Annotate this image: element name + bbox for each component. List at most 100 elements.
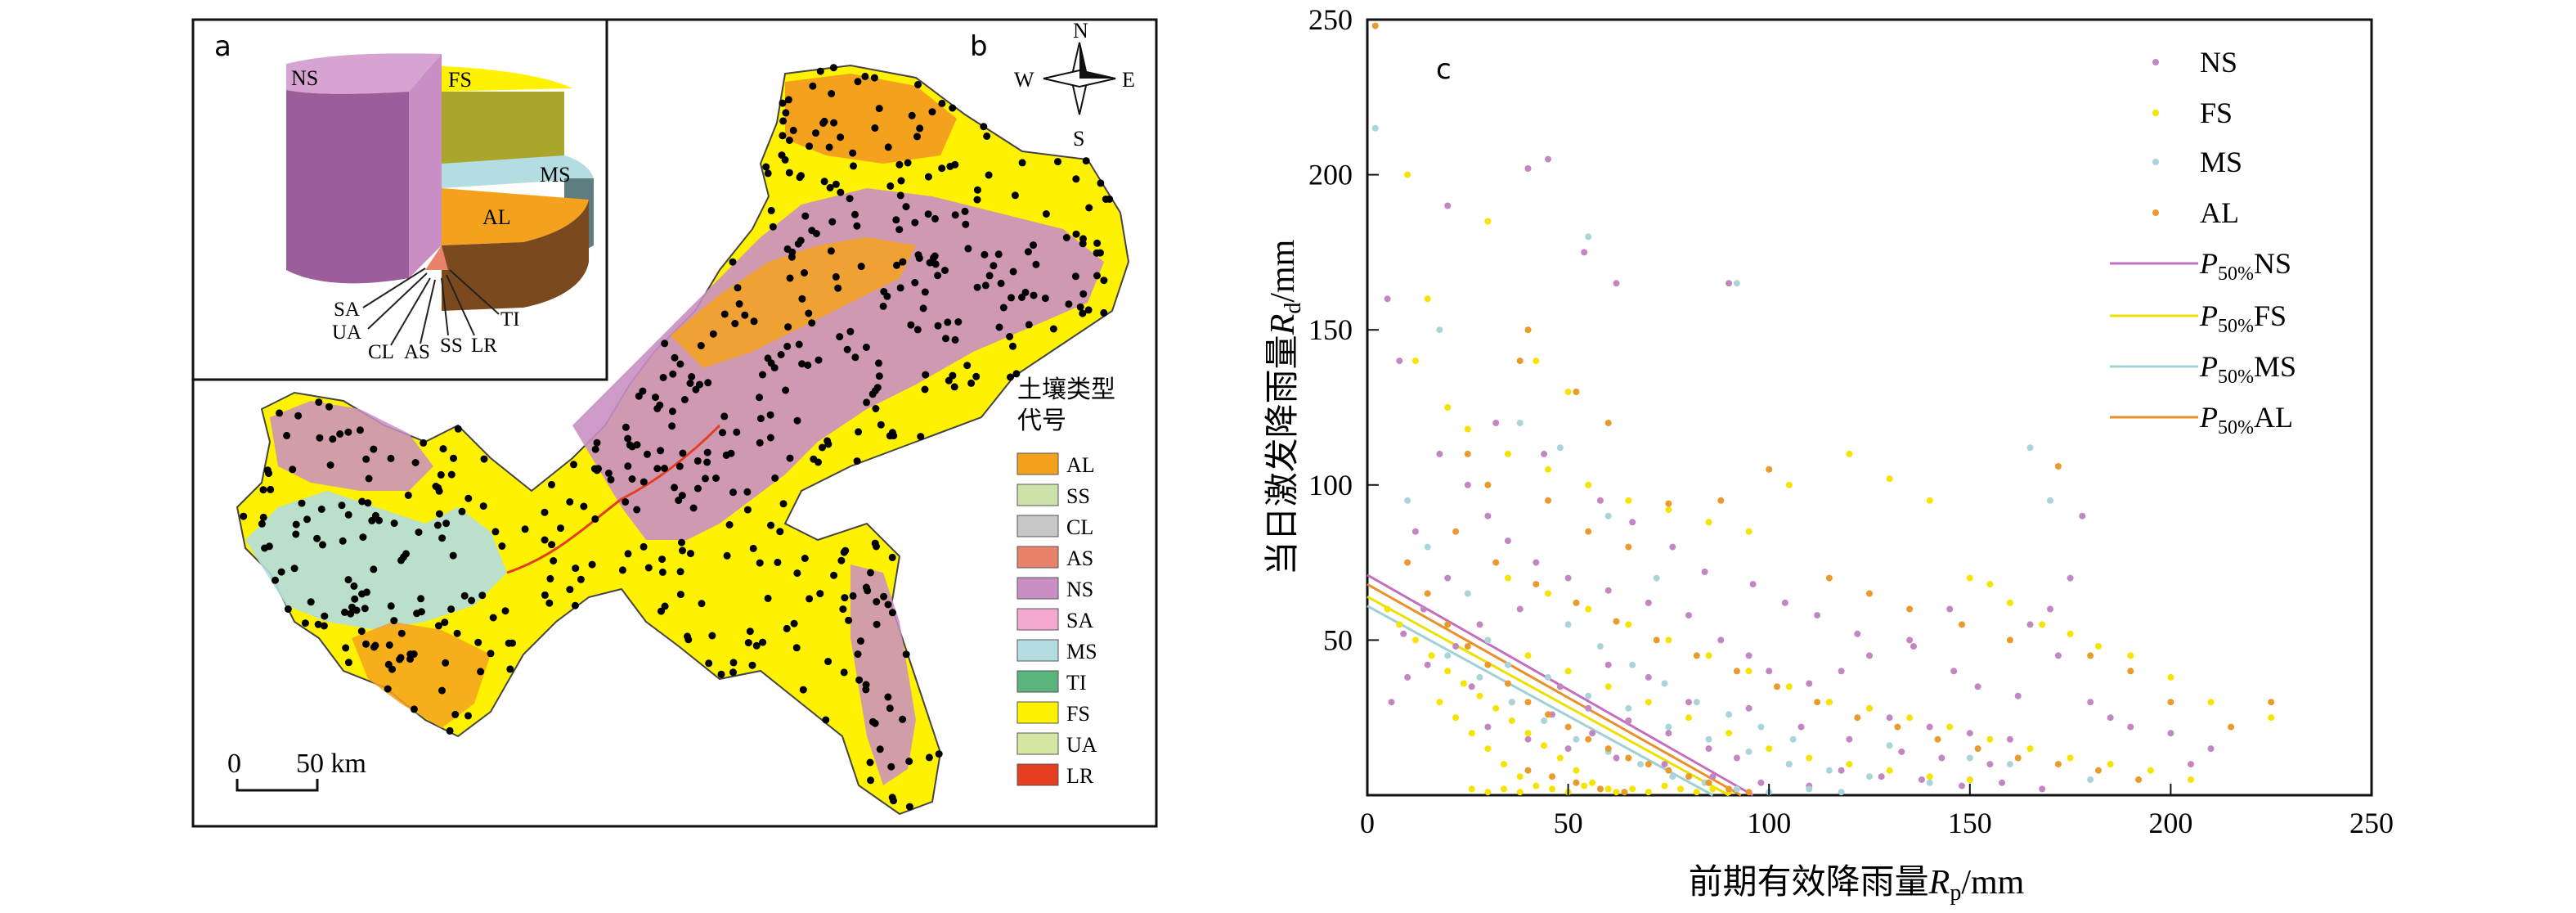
map-landslide-point: [809, 82, 817, 90]
map-landslide-point: [384, 685, 392, 693]
map-landslide-point: [980, 123, 988, 131]
map-landslide-point: [799, 686, 807, 694]
map-landslide-point: [973, 283, 981, 291]
map-landslide-point: [902, 203, 910, 211]
point-fs: [1396, 621, 1403, 628]
point-al: [1854, 714, 1861, 722]
map-landslide-point: [873, 598, 881, 605]
map-landslide-point: [387, 454, 395, 462]
point-al: [1665, 767, 1672, 774]
map-landslide-point: [913, 326, 922, 334]
point-ms: [1541, 717, 1548, 724]
map-landslide-point: [303, 515, 311, 524]
map-landslide-point: [815, 356, 823, 364]
map-landslide-point: [855, 676, 864, 684]
map-landslide-point: [294, 412, 303, 420]
map-landslide-point: [397, 629, 406, 637]
map-landslide-point: [433, 521, 442, 529]
point-ns: [1886, 714, 1893, 722]
map-landslide-point: [541, 508, 549, 516]
point-ms: [1825, 767, 1833, 774]
point-al: [2054, 761, 2062, 768]
map-landslide-point: [720, 310, 729, 318]
legend-items: AL SS CL AS NS SA MS TI FS UA LR: [1016, 452, 1097, 788]
map-landslide-point: [1030, 241, 1037, 250]
point-fs: [1677, 785, 1685, 793]
pie-label-ua: UA: [332, 322, 361, 344]
map-landslide-point: [875, 105, 883, 113]
map-landslide-point: [841, 546, 850, 555]
map-landslide-point: [861, 72, 869, 80]
map-ms-zone-west: [245, 491, 507, 630]
point-ns: [1838, 767, 1845, 774]
point-ns: [1400, 630, 1407, 637]
map-landslide-point: [657, 447, 665, 455]
map-landslide-point: [788, 253, 796, 261]
map-landslide-point: [830, 571, 838, 579]
point-fs: [1533, 782, 1540, 789]
map-landslide-point: [924, 173, 932, 181]
map-landslide-point: [357, 627, 366, 636]
map-landslide-point: [385, 641, 393, 649]
map-landslide-point: [782, 386, 790, 394]
map-landslide-point: [782, 109, 790, 117]
map-landslide-point: [498, 542, 506, 550]
map-landslide-point: [350, 582, 358, 590]
map-landslide-point: [942, 335, 949, 343]
map-landslide-point: [1008, 294, 1015, 302]
map-landslide-point: [902, 650, 910, 659]
point-fs: [1604, 683, 1612, 690]
point-al: [1533, 581, 1540, 588]
point-al: [1726, 785, 1733, 793]
point-fs: [2026, 745, 2034, 753]
point-al: [1814, 699, 1821, 706]
map-landslide-point: [750, 317, 758, 326]
map-landslide-point: [1030, 291, 1038, 299]
map-landslide-point: [671, 483, 679, 492]
point-fs: [1665, 636, 1672, 644]
point-ms: [1806, 785, 1813, 793]
map-landslide-point: [985, 272, 994, 280]
point-ns: [1388, 699, 1395, 706]
map-landslide-point: [390, 519, 398, 528]
map-landslide-point: [793, 416, 801, 425]
map-landslide-point: [692, 385, 700, 394]
map-landslide-point: [879, 302, 887, 310]
point-fs: [1384, 605, 1391, 613]
map-landslide-point: [828, 90, 836, 97]
legend-fit-ms-sub: 50%: [2218, 367, 2254, 388]
map-landslide-point: [862, 583, 870, 591]
point-al: [1625, 754, 1632, 762]
map-landslide-point: [839, 605, 847, 614]
point-ns: [1665, 730, 1672, 737]
map-landslide-point: [785, 137, 793, 144]
map-landslide-point: [661, 465, 668, 472]
point-ns: [1950, 668, 1958, 675]
point-ns: [2067, 574, 2074, 582]
point-ns: [1411, 528, 1419, 535]
point-ns: [1838, 668, 1845, 675]
map-landslide-point: [676, 591, 684, 599]
map-landslide-point: [719, 429, 726, 437]
map-landslide-point: [764, 169, 772, 178]
map-landslide-point: [907, 321, 915, 329]
leader-ti: [449, 269, 500, 315]
map-landslide-point: [541, 536, 549, 544]
point-fs: [1556, 754, 1564, 762]
map-landslide-point: [1079, 309, 1087, 317]
legend-fit-ns-suffix: NS: [2254, 247, 2291, 280]
map-landslide-point: [406, 650, 415, 659]
map-ns-zone-southeast: [850, 564, 916, 785]
map-landslide-point: [916, 124, 924, 133]
map-landslide-point: [434, 483, 442, 492]
map-landslide-point: [396, 655, 404, 663]
map-landslide-point: [344, 510, 352, 519]
point-ns: [1709, 773, 1717, 780]
compass-e: E: [1122, 68, 1135, 92]
leader-lr: [446, 274, 475, 336]
map-landslide-point: [964, 245, 972, 253]
point-fs: [1504, 450, 1511, 457]
point-fs: [1604, 785, 1612, 793]
point-ns: [1757, 779, 1765, 786]
map-landslide-point: [729, 258, 737, 266]
